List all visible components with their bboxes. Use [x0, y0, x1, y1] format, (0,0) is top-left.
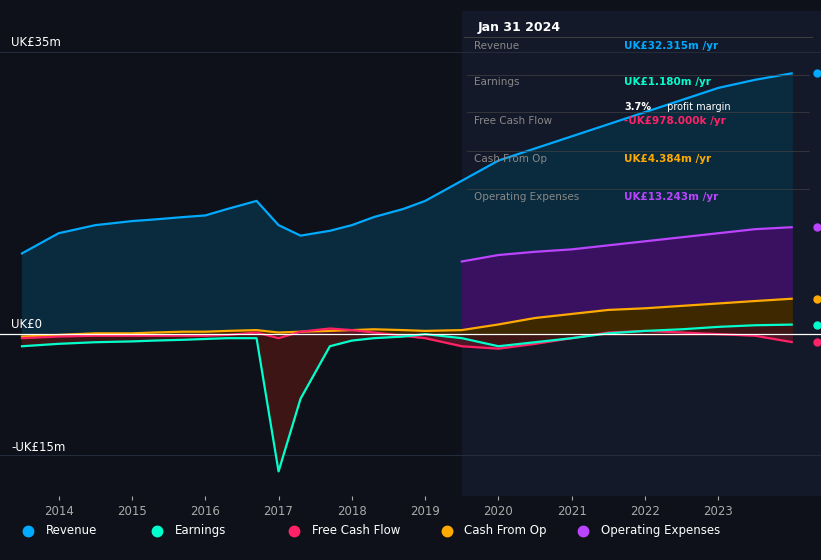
Text: Cash From Op: Cash From Op: [475, 154, 548, 164]
Text: Free Cash Flow: Free Cash Flow: [311, 524, 400, 537]
Text: Jan 31 2024: Jan 31 2024: [478, 21, 561, 34]
Text: 3.7%: 3.7%: [624, 101, 651, 111]
Text: profit margin: profit margin: [664, 101, 732, 111]
Text: UK£4.384m /yr: UK£4.384m /yr: [624, 154, 712, 164]
Text: Earnings: Earnings: [475, 77, 520, 87]
Text: Free Cash Flow: Free Cash Flow: [475, 116, 553, 126]
Bar: [461, 11, 821, 496]
Text: -UK£978.000k /yr: -UK£978.000k /yr: [624, 116, 726, 126]
Text: Revenue: Revenue: [46, 524, 98, 537]
Text: UK£0: UK£0: [11, 318, 42, 331]
Text: UK£1.180m /yr: UK£1.180m /yr: [624, 77, 711, 87]
Text: UK£35m: UK£35m: [11, 36, 61, 49]
Text: UK£13.243m /yr: UK£13.243m /yr: [624, 192, 718, 202]
Text: Earnings: Earnings: [175, 524, 226, 537]
Text: -UK£15m: -UK£15m: [11, 441, 66, 454]
Text: Cash From Op: Cash From Op: [465, 524, 547, 537]
Text: UK£32.315m /yr: UK£32.315m /yr: [624, 41, 718, 50]
Text: Operating Expenses: Operating Expenses: [601, 524, 721, 537]
Text: Operating Expenses: Operating Expenses: [475, 192, 580, 202]
Text: Revenue: Revenue: [475, 41, 520, 50]
